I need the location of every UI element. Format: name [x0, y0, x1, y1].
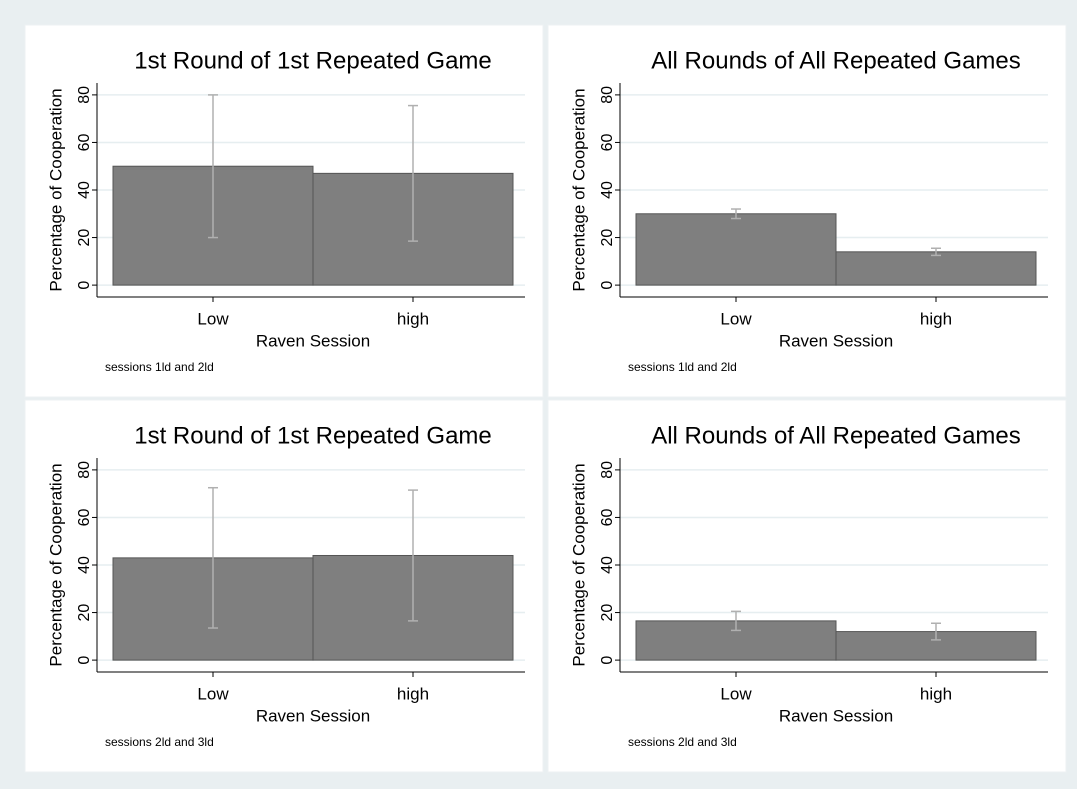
x-tick-label: high — [397, 309, 429, 328]
panel — [547, 399, 1067, 773]
panel — [547, 24, 1067, 398]
y-tick-label: 40 — [599, 181, 616, 199]
y-tick-label: 40 — [76, 181, 93, 199]
y-tick-label: 60 — [599, 508, 616, 526]
y-tick-label: 20 — [599, 604, 616, 622]
x-tick-label: high — [397, 684, 429, 703]
x-axis-label: Raven Session — [779, 331, 893, 350]
x-axis-label: Raven Session — [256, 331, 370, 350]
y-tick-label: 0 — [599, 656, 616, 665]
note: sessions 1ld and 2ld — [105, 360, 214, 374]
y-axis-label: Percentage of Cooperation — [569, 463, 588, 666]
bar — [835, 251, 1037, 286]
y-tick-label: 80 — [76, 86, 93, 104]
y-tick-label: 80 — [599, 86, 616, 104]
x-tick-label: Low — [720, 684, 752, 703]
x-axis-label: Raven Session — [256, 706, 370, 725]
note: sessions 1ld and 2ld — [628, 360, 737, 374]
chart-title: All Rounds of All Repeated Games — [651, 422, 1021, 449]
y-axis-label: Percentage of Cooperation — [569, 88, 588, 291]
x-tick-label: Low — [197, 309, 229, 328]
y-tick-label: 20 — [76, 604, 93, 622]
x-tick-label: Low — [197, 684, 229, 703]
y-tick-label: 0 — [599, 281, 616, 290]
y-tick-label: 40 — [599, 556, 616, 574]
y-axis-label: Percentage of Cooperation — [46, 88, 65, 291]
x-axis-label: Raven Session — [779, 706, 893, 725]
y-tick-label: 80 — [76, 461, 93, 479]
y-axis-label: Percentage of Cooperation — [46, 463, 65, 666]
y-tick-label: 20 — [599, 229, 616, 247]
y-tick-label: 0 — [76, 281, 93, 290]
y-tick-label: 40 — [76, 556, 93, 574]
note: sessions 2ld and 3ld — [628, 735, 737, 749]
chart-title: 1st Round of 1st Repeated Game — [134, 422, 492, 449]
y-tick-label: 60 — [599, 133, 616, 151]
y-tick-label: 20 — [76, 229, 93, 247]
chart-title: All Rounds of All Repeated Games — [651, 47, 1021, 74]
chart-title: 1st Round of 1st Repeated Game — [134, 47, 492, 74]
y-tick-label: 80 — [599, 461, 616, 479]
x-tick-label: high — [920, 309, 952, 328]
note: sessions 2ld and 3ld — [105, 735, 214, 749]
x-tick-label: high — [920, 684, 952, 703]
x-tick-label: Low — [720, 309, 752, 328]
y-tick-label: 60 — [76, 133, 93, 151]
y-tick-label: 0 — [76, 656, 93, 665]
y-tick-label: 60 — [76, 508, 93, 526]
bar — [635, 213, 837, 286]
